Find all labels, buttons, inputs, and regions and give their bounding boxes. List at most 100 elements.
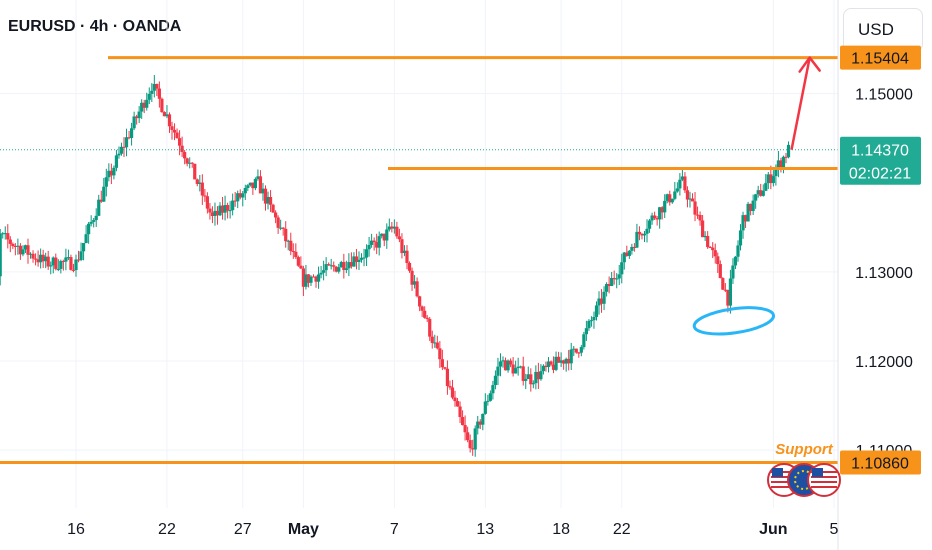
candle-body [349, 262, 354, 267]
candle-body [8, 239, 12, 244]
candle-body [551, 364, 556, 370]
candle-body [135, 116, 139, 119]
candle-body [761, 190, 765, 196]
candle-body [683, 176, 687, 191]
candle-body [395, 226, 399, 237]
price-axis-label: 1.12000 [855, 354, 913, 371]
candle-body [354, 256, 359, 263]
currency-label: USD [858, 20, 894, 39]
candle-body [23, 245, 28, 250]
candle-body [397, 236, 402, 240]
candle-body [642, 233, 647, 236]
candle-body [296, 257, 300, 266]
candle-body [150, 90, 154, 94]
candle-body [443, 367, 447, 369]
candle-body [112, 167, 116, 176]
candle-body [276, 217, 280, 228]
candle-body [478, 421, 482, 425]
candle-body [175, 132, 179, 139]
candle-body [587, 320, 591, 329]
candle-body [107, 170, 111, 178]
candle-body [119, 146, 124, 154]
candle-body [751, 200, 755, 211]
candle-body [56, 268, 60, 270]
candle-body [721, 278, 725, 290]
candle-body [607, 284, 611, 287]
candle-body [463, 425, 467, 433]
time-axis-label: May [288, 521, 319, 538]
candle-body [327, 264, 331, 266]
candle-body [205, 196, 209, 209]
candle-body [309, 276, 313, 283]
candle-body [294, 251, 298, 258]
candle-body [531, 383, 535, 385]
candle-body [466, 432, 470, 441]
candle-body [554, 356, 558, 370]
candle-body [127, 137, 131, 139]
candle-body [195, 179, 199, 184]
candle-body [236, 193, 240, 202]
candle-body [87, 223, 91, 235]
symbol-title[interactable]: EURUSD · 4h · OANDA [8, 18, 182, 35]
candle-body [658, 207, 662, 220]
candle-body [420, 306, 424, 311]
candle-body [539, 371, 543, 380]
candle-body [332, 265, 336, 267]
candle-body [519, 366, 523, 368]
candle-body [342, 262, 346, 271]
candle-body [18, 245, 23, 255]
candle-body [625, 252, 629, 256]
candle-body [733, 256, 738, 266]
candle-body [675, 188, 679, 192]
candle-body [226, 205, 230, 211]
candle-body [779, 160, 783, 168]
time-axis-label: 16 [67, 521, 85, 538]
annotations[interactable] [692, 56, 821, 339]
time-axis-label: 27 [234, 521, 252, 538]
candle-body [142, 102, 146, 108]
candle-body [390, 226, 394, 229]
candle-body [786, 144, 791, 158]
candle-body [410, 270, 414, 285]
candle-body [774, 168, 778, 177]
time-axis-label: 5 [830, 521, 839, 538]
target-arrowhead [798, 56, 821, 73]
candle-body [31, 253, 35, 259]
candle-body [160, 98, 164, 113]
candle-body [367, 244, 371, 250]
time-axis[interactable]: 16 22 27 May 7 13 18 22 Jun 5 [67, 521, 838, 538]
candle-body [690, 198, 695, 202]
candle-body [109, 170, 113, 176]
candle-body [402, 250, 407, 254]
flag-canton [812, 468, 823, 477]
candle-body [498, 361, 503, 367]
candle-body [11, 243, 15, 246]
candle-body [708, 247, 712, 249]
candle-body [430, 336, 434, 343]
candle-body [678, 179, 682, 189]
candle-body [665, 194, 669, 201]
candle-body [36, 259, 40, 263]
candle-body [749, 203, 753, 211]
candle-body [453, 397, 457, 402]
candle-body [476, 421, 480, 429]
candle-body [71, 269, 76, 271]
support-resistance-levels[interactable] [0, 56, 838, 465]
candles [0, 75, 791, 457]
candle-body [344, 268, 348, 271]
candle-body [415, 281, 419, 297]
candle-body [526, 374, 530, 379]
candle-body [640, 234, 644, 236]
candle-body [784, 156, 788, 158]
candle-body [51, 257, 55, 266]
candle-body [425, 317, 429, 319]
candle-body [400, 239, 404, 254]
candle-body [329, 265, 333, 267]
candle-body [26, 245, 30, 255]
candle-body [233, 200, 237, 202]
candle-body [66, 257, 71, 259]
candle-body [711, 247, 715, 251]
candle-body [0, 233, 2, 277]
price-axis[interactable]: 1.150001.130001.120001.110001.154041.141… [837, 0, 921, 550]
